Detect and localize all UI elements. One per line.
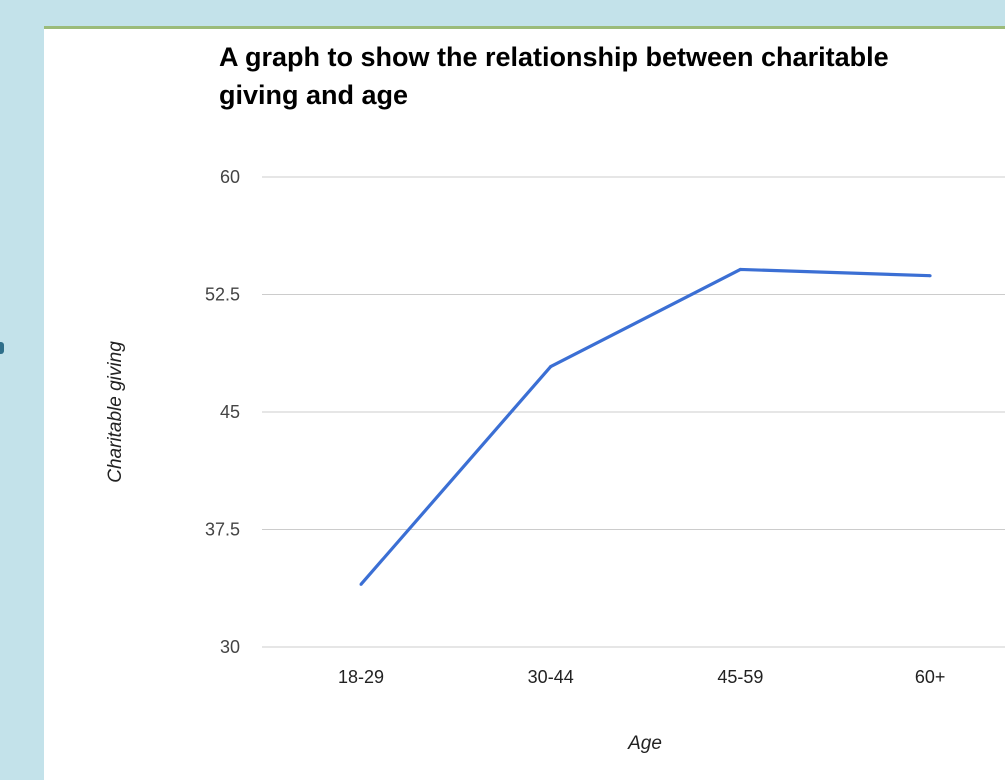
gridlines: [262, 176, 1005, 648]
data-point-60+[interactable]: [928, 274, 932, 278]
data-point-18-29[interactable]: [359, 582, 363, 586]
slide-edge-marker: [0, 342, 4, 354]
x-tick-label: 60+: [915, 667, 946, 687]
series-group: [359, 267, 932, 586]
x-axis-ticks: 18-29 30-44 45-59 60+: [338, 667, 945, 687]
x-tick-label: 30-44: [528, 667, 574, 687]
x-tick-label: 18-29: [338, 667, 384, 687]
y-tick-label: 37.5: [205, 520, 240, 540]
chart-panel: [44, 26, 1005, 780]
y-axis-title: Charitable giving: [105, 341, 126, 483]
y-tick-label: 30: [220, 637, 240, 657]
data-point-30-44[interactable]: [549, 365, 553, 369]
chart-title: A graph to show the relationship between…: [219, 42, 889, 110]
x-tick-label: 45-59: [717, 667, 763, 687]
y-tick-label: 52.5: [205, 285, 240, 305]
y-tick-label: 60: [220, 167, 240, 187]
y-tick-label: 45: [220, 402, 240, 422]
x-axis-title: Age: [627, 733, 662, 754]
data-point-45-59[interactable]: [738, 267, 742, 271]
series-line: [359, 267, 931, 586]
y-axis-ticks: 30 37.5 45 52.5 60: [205, 167, 240, 657]
